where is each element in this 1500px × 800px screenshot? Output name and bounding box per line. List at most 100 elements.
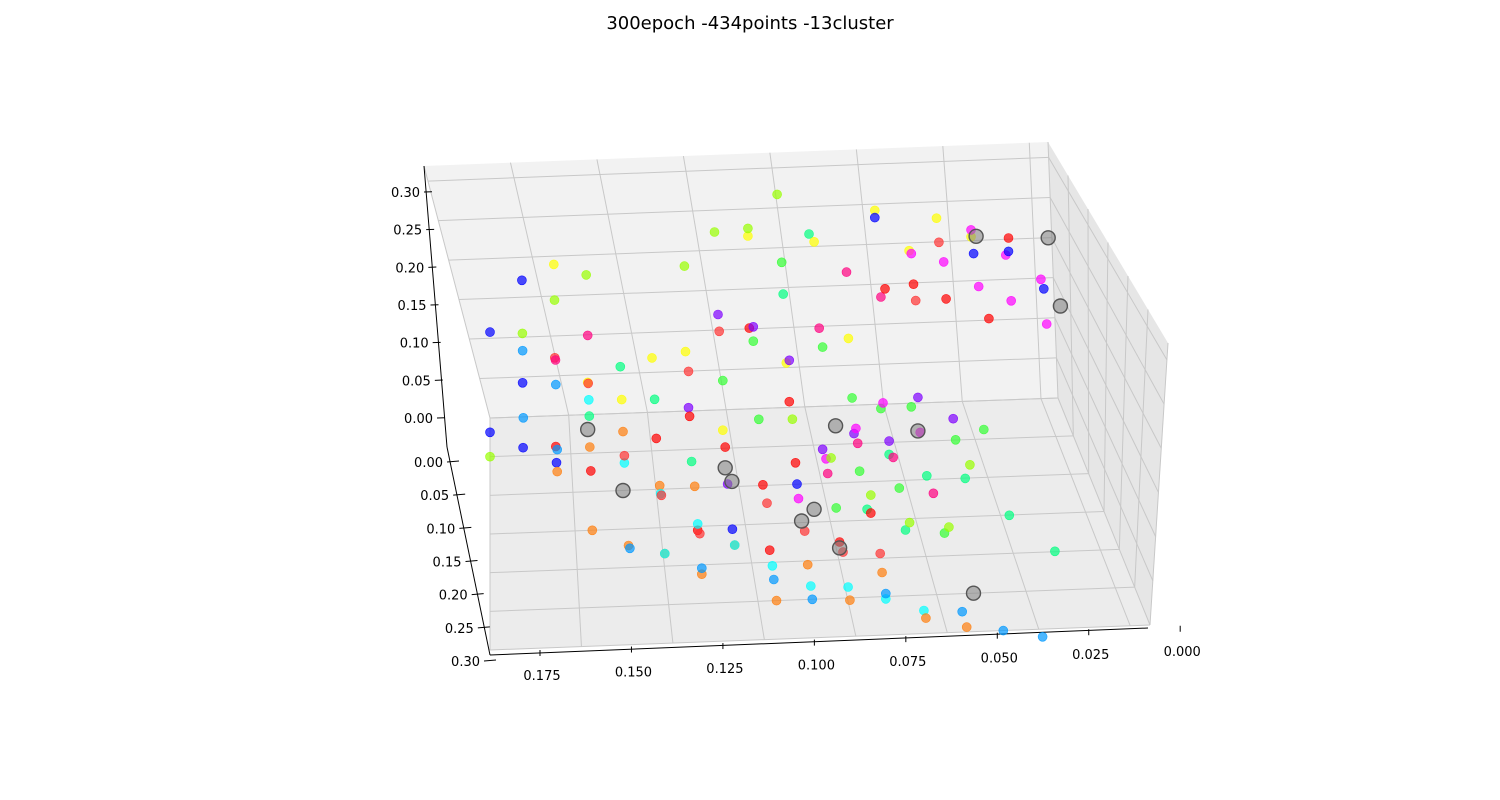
data-point-cluster-5 [900, 525, 911, 535]
data-point-cluster-4 [894, 483, 905, 493]
data-point-cluster-1 [689, 481, 700, 492]
data-point-cluster-10 [851, 423, 861, 434]
data-point-cluster-1 [802, 559, 813, 570]
data-point-cluster-3 [787, 414, 798, 425]
data-point-cluster-12 [619, 450, 630, 461]
grid-line-z-side [1054, 317, 1157, 537]
data-point-cluster-7 [1037, 631, 1048, 642]
data-point-cluster-5 [1050, 546, 1060, 557]
grid-line-z [469, 317, 1055, 340]
grid-line-y-side [1103, 242, 1109, 512]
data-point-cluster-0 [585, 466, 596, 476]
chart-title: 300epoch -434points -13cluster [606, 13, 894, 34]
data-point-cluster-12 [683, 366, 694, 377]
y-tick-label: 0.30 [451, 655, 480, 670]
axis-ticks: 0.00 0.05 0.10 0.15 0.20 0.25 0.30 0.00 0.05 0.10… [391, 186, 1201, 684]
data-point-cluster-9 [713, 309, 723, 320]
data-point-cluster-10 [1006, 295, 1017, 306]
data-point-cluster-3 [944, 522, 954, 532]
data-point-cluster-0 [684, 411, 695, 422]
data-point-cluster-5 [1004, 510, 1015, 521]
z-tick-label: 0.25 [393, 224, 422, 239]
data-point-cluster-12 [656, 490, 667, 501]
x-tick-label: 0.050 [981, 652, 1018, 667]
cluster-center-4 [910, 423, 926, 439]
grid-line-z-side [1052, 277, 1159, 493]
grid-line-x-back [509, 162, 570, 416]
data-point-cluster-1 [921, 613, 931, 623]
grid-line-x-back [596, 159, 648, 413]
data-point-cluster-0 [790, 457, 801, 468]
grid-line-x-back [1028, 142, 1042, 399]
data-point-cluster-11 [928, 488, 939, 499]
data-point-cluster-2 [616, 394, 627, 405]
data-point-cluster-1 [654, 480, 665, 491]
y-tick-label: 0.15 [433, 556, 462, 571]
cluster-center-9 [793, 513, 810, 529]
data-point-cluster-1 [584, 442, 595, 452]
grid-line-x-back [942, 146, 963, 402]
data-point-cluster-4 [717, 375, 728, 386]
y-tick-label: 0.05 [420, 489, 449, 504]
grid-line-z-side [1055, 357, 1154, 582]
data-point-cluster-11 [841, 267, 852, 277]
data-point-cluster-0 [758, 479, 768, 490]
data-point-cluster-2 [843, 333, 854, 344]
data-point-cluster-6 [843, 582, 853, 592]
data-point-cluster-9 [884, 436, 894, 446]
data-point-cluster-2 [680, 346, 691, 357]
data-point-cluster-4 [978, 424, 989, 435]
data-point-cluster-8 [485, 427, 495, 438]
data-point-cluster-9 [948, 413, 959, 424]
grid-line-z-side [1057, 397, 1151, 626]
data-point-cluster-3 [965, 459, 975, 470]
data-point-cluster-7 [880, 588, 891, 599]
data-point-cluster-10 [938, 257, 949, 267]
cluster-center-0 [968, 228, 984, 245]
data-point-cluster-6 [805, 581, 816, 591]
data-point-cluster-5 [960, 473, 971, 484]
data-point-cluster-11 [888, 452, 899, 463]
cluster-centers [580, 228, 1069, 601]
data-point-cluster-12 [934, 237, 944, 248]
x-tick-label: 0.075 [889, 655, 926, 670]
data-point-cluster-7 [518, 412, 529, 423]
data-point-cluster-7 [552, 444, 563, 455]
data-point-cluster-7 [517, 345, 528, 356]
y-tick-mark [453, 493, 466, 496]
data-point-cluster-5 [615, 361, 626, 372]
y-tick-label: 0.25 [445, 622, 474, 637]
y-tick-mark [483, 659, 497, 662]
data-point-cluster-12 [910, 295, 921, 306]
data-point-cluster-3 [904, 517, 915, 528]
z-axis-line [423, 165, 448, 448]
data-point-cluster-11 [814, 323, 825, 334]
y-tick-mark [471, 593, 484, 596]
data-point-cluster-0 [1003, 233, 1014, 243]
grid-line-y-side [1149, 342, 1169, 626]
grid-line-z [489, 397, 1059, 419]
data-point-cluster-8 [517, 275, 527, 286]
data-point-cluster-4 [854, 466, 865, 477]
data-point-cluster-0 [651, 433, 662, 444]
z-tick-label: 0.00 [404, 412, 433, 427]
data-point-cluster-11 [876, 292, 886, 302]
floor-pane [490, 398, 1150, 650]
data-point-cluster-9 [683, 402, 694, 413]
grid-line-z-side [1049, 197, 1165, 405]
grid-line-z [427, 156, 1049, 182]
y-tick-mark [477, 626, 490, 629]
data-point-cluster-9 [913, 392, 923, 403]
data-point-cluster-10 [793, 493, 804, 504]
data-point-cluster-5 [686, 456, 697, 467]
x-tick-label: 0.000 [1164, 645, 1201, 660]
grid-line-z [479, 357, 1057, 380]
data-point-cluster-1 [845, 595, 855, 606]
data-point-cluster-0 [941, 294, 951, 304]
x-tick-label: 0.125 [706, 662, 743, 677]
data-point-cluster-4 [817, 342, 828, 352]
grid-line-y-side [1047, 141, 1059, 399]
data-point-cluster-11 [822, 468, 833, 479]
cluster-center-6 [717, 460, 733, 476]
data-point-cluster-8 [1039, 283, 1049, 294]
